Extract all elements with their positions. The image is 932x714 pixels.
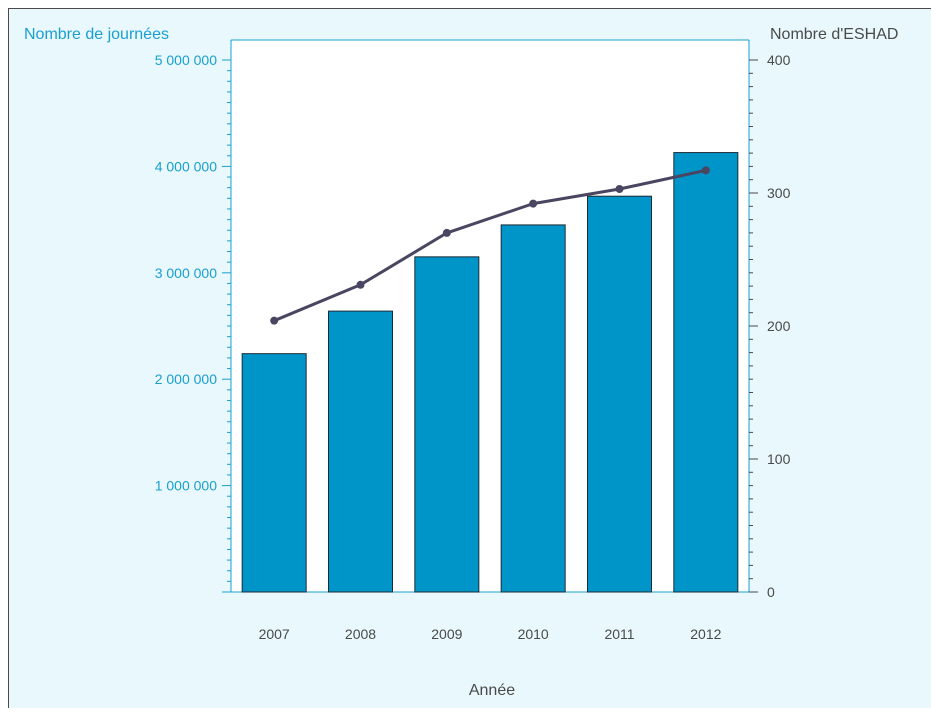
bar-2011: [587, 195, 652, 593]
y-right-tick-label: 300: [767, 185, 791, 201]
y-left-tick-label: 5 000 000: [155, 52, 217, 68]
bar-2009: [414, 256, 480, 593]
x-tick-label: 2011: [604, 626, 634, 642]
eshad-line: [273, 168, 707, 323]
x-axis-title: Année: [469, 682, 515, 699]
line-series: [270, 166, 710, 325]
chart-svg: 1 000 000 2 000 000 3 000 000 4 000 000 5 00…: [24, 26, 898, 699]
line-point-2011: [615, 185, 624, 194]
y-left-axis-title: Nombre de journées: [24, 26, 169, 43]
y-right-axis-title: Nombre d'ESHAD: [770, 26, 898, 43]
right-axis: 0 100 200 300 400: [748, 40, 791, 600]
y-right-tick-label: 200: [767, 318, 791, 334]
left-axis: 1 000 000 2 000 000 3 000 000 4 000 000 5 00…: [155, 39, 758, 593]
line-point-2012: [701, 166, 710, 175]
line-point-2007: [270, 316, 279, 325]
line-point-2008: [356, 280, 365, 289]
bar-series: [241, 152, 739, 593]
y-left-tick-label: 4 000 000: [155, 158, 217, 174]
y-left-tick-label: 2 000 000: [155, 371, 217, 387]
x-tick-labels: 2007 2008 2009 2010 2011 2012: [259, 626, 722, 642]
y-right-tick-label: 100: [767, 451, 791, 467]
y-left-tick-label: 1 000 000: [155, 478, 217, 494]
bar-2007: [241, 353, 307, 593]
y-right-tick-label: 0: [767, 584, 775, 600]
line-point-2009: [442, 228, 451, 237]
x-tick-label: 2012: [690, 626, 721, 642]
x-tick-label: 2009: [431, 626, 462, 642]
bar-2010: [500, 224, 566, 593]
plot-area: [231, 40, 749, 592]
x-tick-label: 2007: [259, 626, 290, 642]
chart-frame: 1 000 000 2 000 000 3 000 000 4 000 000 5 00…: [8, 8, 931, 708]
y-left-tick-label: 3 000 000: [155, 265, 217, 281]
y-right-tick-label: 400: [767, 52, 791, 68]
bar-2012: [673, 152, 739, 593]
x-tick-label: 2010: [518, 626, 549, 642]
x-tick-label: 2008: [345, 626, 376, 642]
line-point-2010: [529, 199, 538, 208]
bar-2008: [328, 310, 393, 593]
